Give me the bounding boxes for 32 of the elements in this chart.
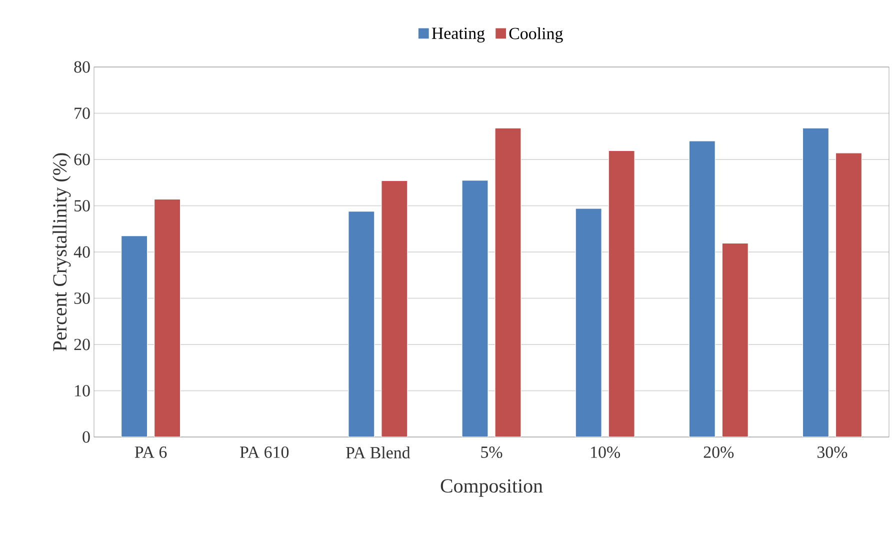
bar	[688, 140, 716, 437]
y-tick-label: 40	[74, 246, 90, 258]
legend-label: Cooling	[509, 27, 563, 43]
bar	[462, 180, 488, 437]
y-tick-label: 70	[74, 108, 90, 119]
bar	[802, 128, 830, 437]
bar	[120, 236, 148, 437]
x-tick-label: 5%	[481, 446, 502, 458]
y-tick-label: 80	[74, 61, 90, 73]
bar	[835, 152, 862, 437]
bar	[608, 150, 635, 437]
y-tick-label: 50	[74, 200, 90, 212]
y-tick-label: 20	[74, 338, 90, 350]
y-tick-label: 0	[82, 431, 90, 443]
x-tick-label: 20%	[704, 446, 734, 458]
bar	[381, 180, 408, 437]
x-tick-label: PA Blend	[346, 446, 410, 458]
x-axis-title: Composition	[440, 479, 543, 497]
y-axis-title: Percent Crystallinity (%)	[52, 153, 71, 352]
bar	[575, 208, 602, 437]
x-tick-label: 10%	[591, 446, 620, 458]
x-tick-label: PA 610	[240, 446, 289, 458]
y-tick-label: 60	[74, 154, 90, 166]
x-tick-label: 30%	[818, 446, 848, 458]
bar	[494, 128, 522, 437]
y-tick-label: 10	[75, 385, 90, 396]
bar	[722, 242, 748, 437]
x-tick-label: PA 6	[134, 446, 167, 458]
y-tick-label: 30	[74, 292, 90, 304]
bar	[348, 210, 375, 437]
bar	[154, 198, 181, 437]
legend-label: Heating	[432, 28, 485, 42]
